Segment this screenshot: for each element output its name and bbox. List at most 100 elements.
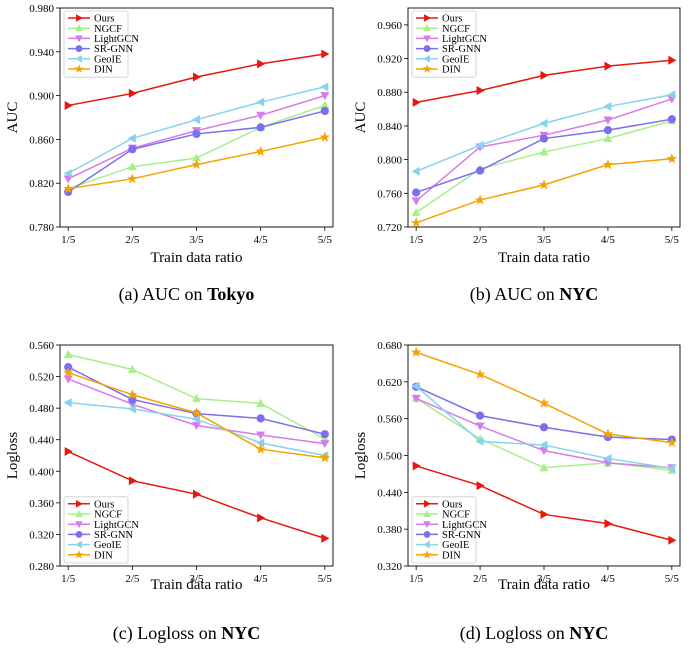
legend-item: Ours	[416, 499, 462, 510]
y-tick-label: 0.320	[29, 529, 54, 541]
series-ngcf	[411, 393, 677, 474]
x-tick-label: 3/5	[189, 234, 204, 246]
data-point	[63, 367, 74, 378]
series-line	[415, 397, 672, 469]
legend-label: DIN	[94, 550, 113, 561]
data-point	[603, 126, 613, 135]
legend-marker	[74, 64, 84, 73]
data-point	[602, 428, 614, 439]
data-point	[128, 88, 137, 98]
data-point	[320, 430, 329, 439]
data-point	[127, 404, 136, 414]
data-point	[539, 134, 549, 143]
data-point	[191, 394, 202, 403]
legend-item: Ours	[68, 499, 114, 510]
data-point	[63, 349, 73, 358]
data-point	[128, 476, 137, 486]
legend-marker	[75, 510, 83, 517]
panel-caption: (c) Logloss on NYC	[113, 623, 260, 644]
legend-marker	[76, 14, 83, 22]
y-tick-label: 0.720	[377, 222, 402, 234]
data-point	[193, 489, 202, 499]
x-tick-label: 4/5	[254, 234, 269, 246]
legend-label: NGCF	[442, 510, 470, 521]
legend-label: DIN	[94, 65, 113, 76]
legend-label: GeoIE	[442, 54, 469, 65]
x-tick-label: 2/5	[473, 573, 488, 585]
legend-marker	[74, 550, 84, 559]
data-point	[256, 414, 265, 423]
data-point	[127, 133, 136, 143]
legend-label: NGCF	[94, 24, 122, 35]
y-tick-label: 0.440	[29, 435, 54, 447]
data-point	[603, 116, 613, 125]
data-point	[192, 129, 201, 139]
y-tick-label: 0.820	[29, 178, 54, 190]
series-geoie	[411, 90, 676, 176]
chart-panel-1: 0.780 0.820 0.860 0.900 0.940 0.980 1/5 2/5 3/5 4…	[5, 3, 334, 305]
y-tick-label: 0.680	[377, 340, 402, 352]
legend-label: LightGCN	[94, 520, 139, 531]
legend-marker	[423, 24, 431, 32]
legend-label: Ours	[94, 499, 114, 510]
data-point	[256, 97, 265, 107]
caption-dataset: NYC	[221, 623, 260, 643]
legend-item: SR-GNN	[68, 530, 134, 541]
data-point	[320, 92, 330, 101]
legend-item: LightGCN	[68, 34, 139, 45]
legend-item: GeoIE	[68, 54, 121, 65]
data-point	[256, 111, 266, 120]
x-tick-label: 3/5	[537, 234, 552, 246]
data-point	[475, 411, 485, 420]
data-point	[411, 208, 421, 217]
legend-item: SR-GNN	[68, 44, 134, 55]
x-tick-label: 2/5	[125, 234, 140, 246]
legend-marker	[75, 530, 83, 538]
legend-label: SR-GNN	[442, 530, 482, 541]
legend-item: NGCF	[68, 510, 122, 521]
data-point	[474, 369, 486, 379]
data-point	[410, 346, 422, 357]
data-point	[63, 398, 72, 408]
caption-prefix: (a) AUC on	[119, 284, 208, 305]
y-tick-label: 0.360	[29, 498, 54, 510]
data-point	[667, 90, 676, 100]
data-point	[603, 102, 612, 112]
data-point	[256, 398, 266, 407]
data-point	[191, 407, 202, 418]
data-point	[63, 168, 72, 178]
data-point	[127, 173, 138, 184]
x-axis-title: Train data ratio	[151, 250, 243, 266]
legend-item: DIN	[416, 64, 461, 76]
data-point	[412, 188, 421, 197]
data-point	[191, 422, 202, 431]
y-tick-label: 0.560	[29, 340, 54, 352]
data-point	[127, 389, 138, 400]
series-ours	[412, 55, 677, 107]
data-point	[538, 397, 550, 408]
data-point	[475, 140, 484, 150]
y-tick-label: 0.380	[377, 524, 402, 536]
data-point	[64, 100, 73, 110]
legend-marker	[423, 540, 430, 549]
x-axis-title: Train data ratio	[151, 577, 243, 593]
series-lightgcn	[411, 394, 677, 473]
legend-label: SR-GNN	[94, 530, 134, 541]
x-tick-label: 5/5	[318, 234, 333, 246]
data-point	[603, 454, 612, 464]
series-din	[410, 153, 678, 228]
series-line	[415, 386, 672, 441]
chart-panel-4: 0.320 0.380 0.440 0.500 0.560 0.620 0.680 1/5 2/…	[353, 340, 681, 644]
legend-item: Ours	[68, 14, 114, 25]
legend-item: SR-GNN	[416, 530, 482, 541]
legend-marker	[423, 530, 431, 538]
data-point	[475, 436, 484, 446]
series-lightgcn	[63, 375, 330, 449]
data-point	[255, 145, 266, 156]
data-point	[255, 443, 266, 454]
x-tick-label: 1/5	[61, 573, 76, 585]
data-point	[410, 217, 422, 228]
